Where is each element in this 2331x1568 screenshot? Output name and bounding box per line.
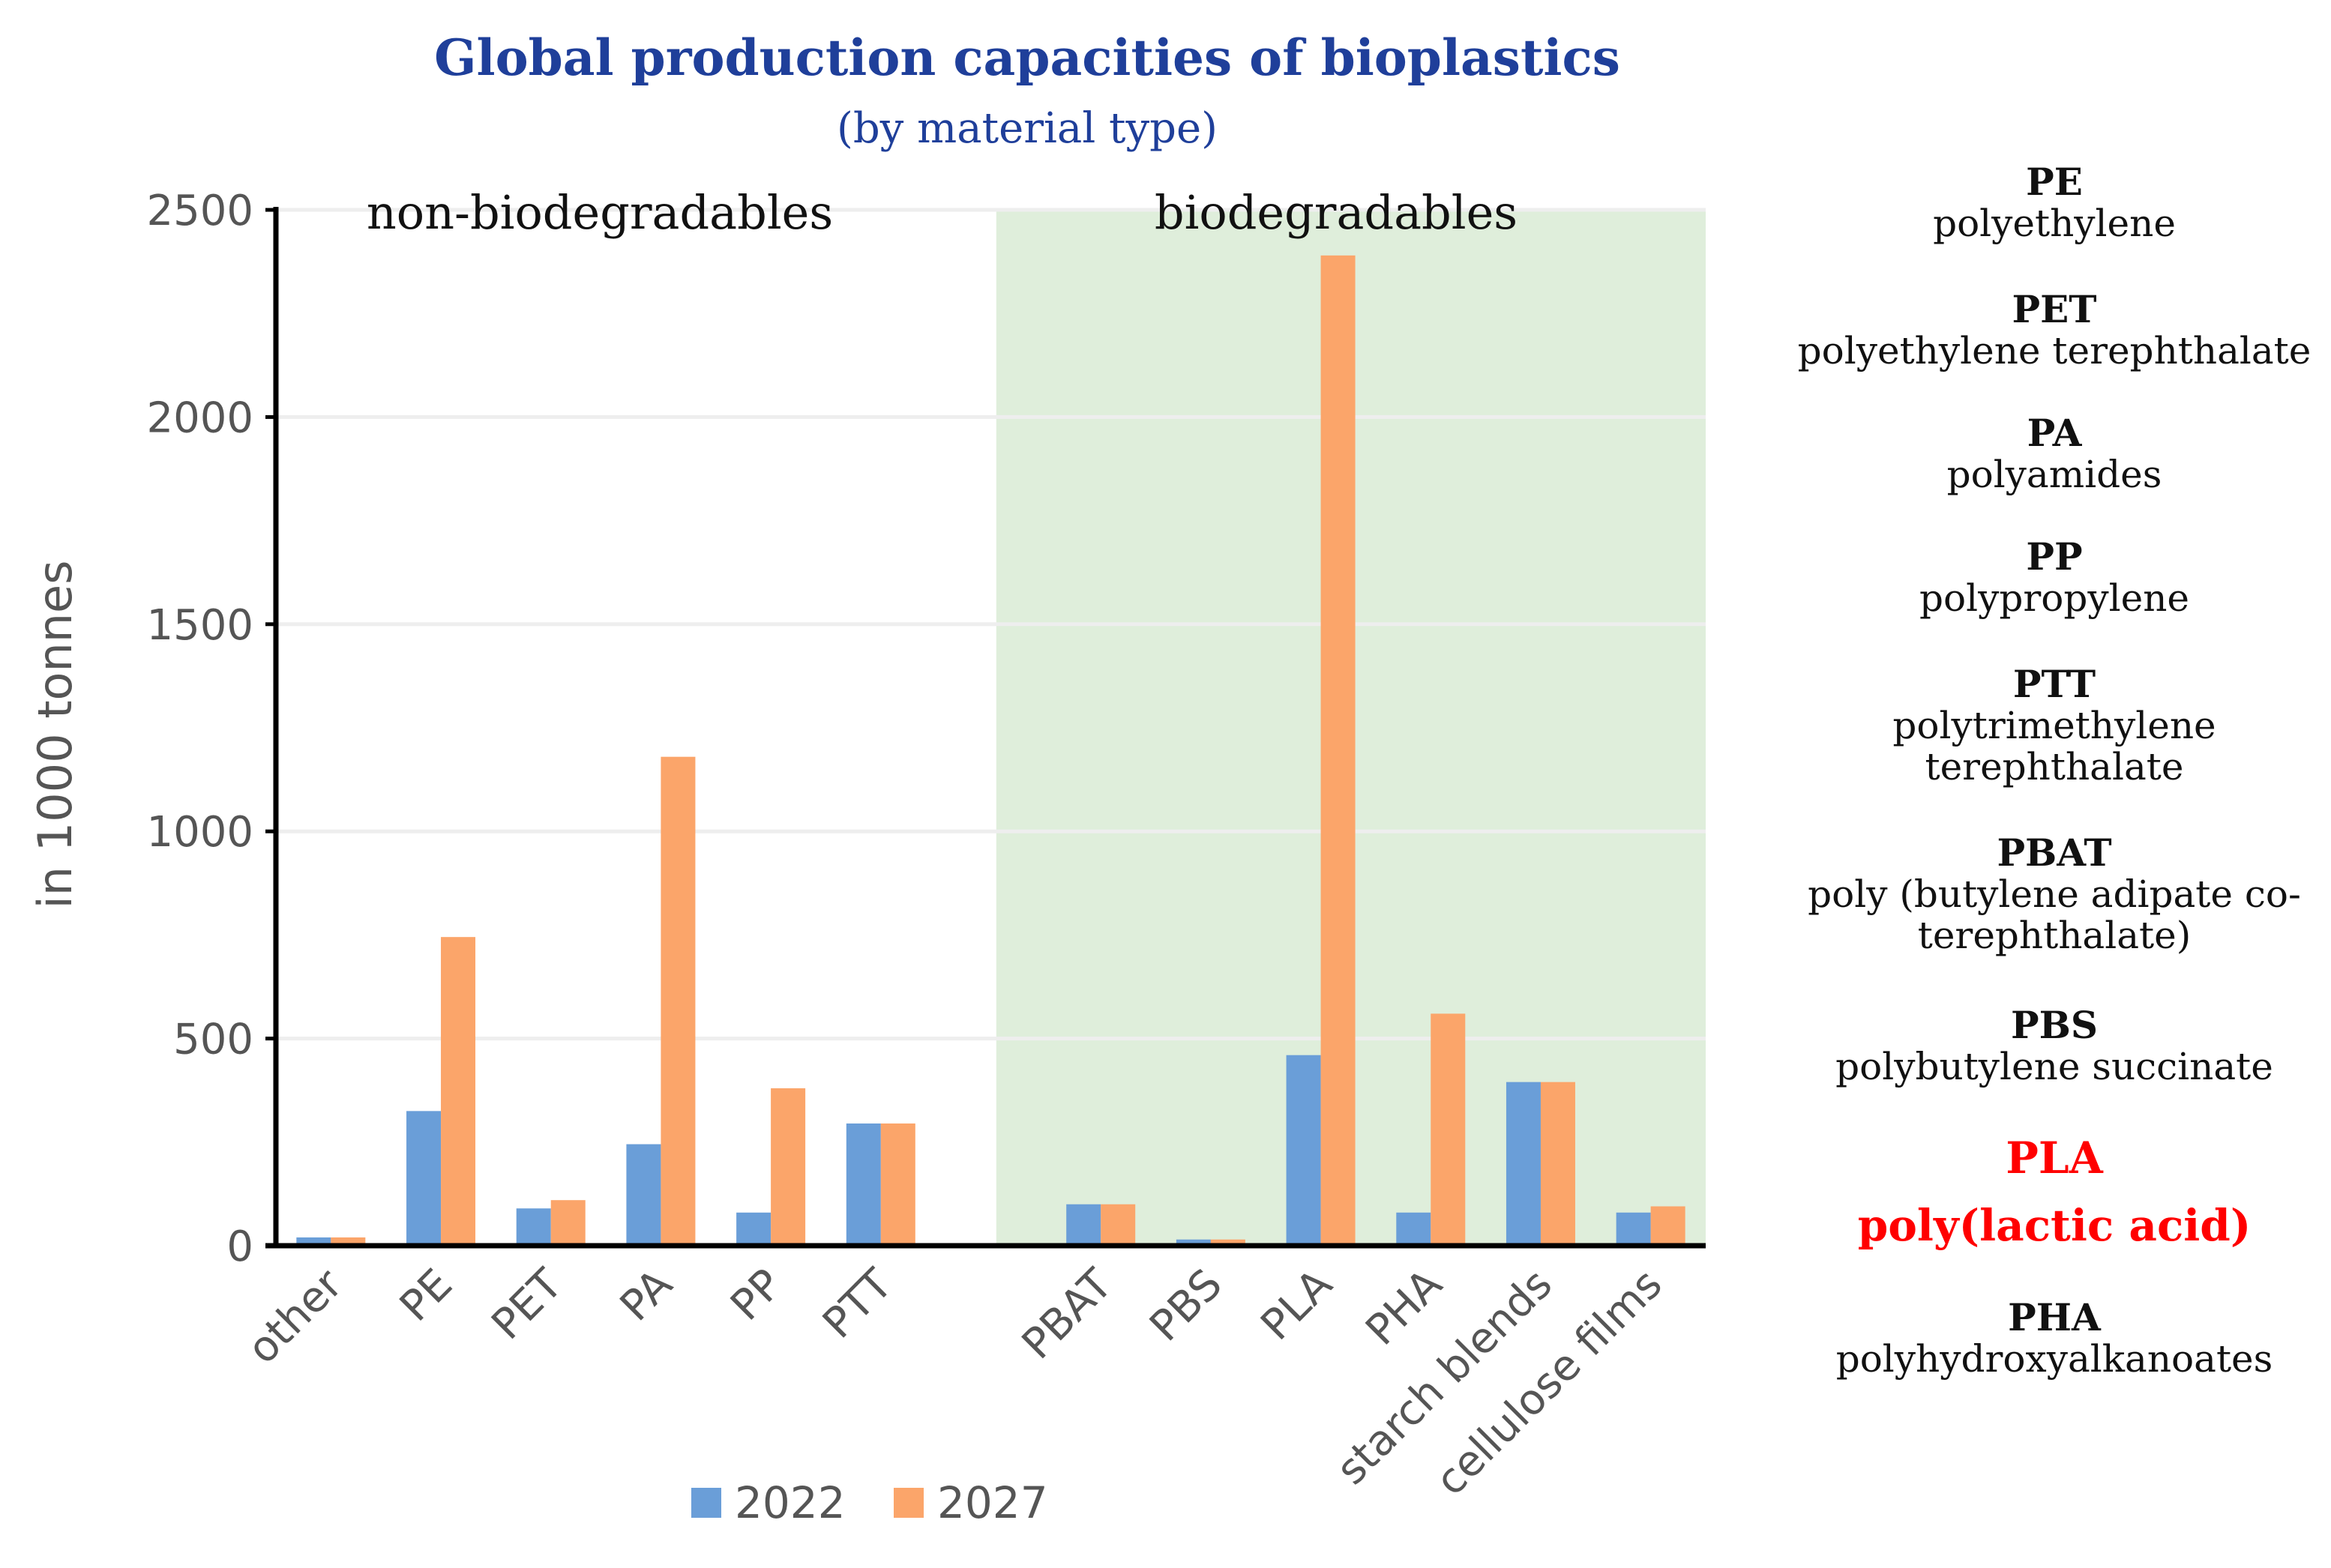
bar-2022-starch-blends bbox=[1506, 1082, 1541, 1246]
category-label: PE bbox=[391, 1260, 462, 1331]
axes bbox=[265, 207, 1706, 1249]
category-label: PP bbox=[721, 1260, 792, 1330]
glossary-entry-pla: PLA poly(lactic acid) bbox=[1858, 1133, 2252, 1251]
glossary-abbr: PE bbox=[2026, 160, 2083, 204]
bar-2022-PE bbox=[406, 1111, 442, 1246]
bar-2027-cellulose-films bbox=[1650, 1206, 1685, 1246]
y-tick-label: 1500 bbox=[146, 601, 253, 650]
bar-2022-PET bbox=[516, 1208, 551, 1246]
bar-2027-PLA bbox=[1320, 255, 1356, 1246]
glossary-full-name: polytrimethylene bbox=[1892, 704, 2216, 747]
glossary-full-name: polypropylene bbox=[1919, 576, 2189, 620]
y-tick-label: 2000 bbox=[146, 393, 253, 442]
glossary-full-name: poly (butylene adipate co- bbox=[1808, 872, 2301, 916]
region-label-biodegradables: biodegradables bbox=[1155, 185, 1518, 240]
category-label: PTT bbox=[813, 1259, 902, 1348]
bar-2022-PBS bbox=[1176, 1239, 1211, 1246]
bar-2027-PTT bbox=[880, 1123, 915, 1246]
bar-2027-PP bbox=[771, 1088, 806, 1246]
bar-2022-PHA bbox=[1396, 1212, 1431, 1246]
category-label: PHA bbox=[1356, 1260, 1452, 1355]
bar-2022-PA bbox=[626, 1144, 661, 1246]
bar-2022-PBAT bbox=[1066, 1204, 1101, 1246]
legend-label-2022: 2022 bbox=[735, 1477, 846, 1528]
y-axis-label: in 1000 tonnes bbox=[28, 561, 82, 909]
glossary-abbr: PET bbox=[2012, 287, 2097, 331]
y-tick-label: 2500 bbox=[146, 187, 253, 235]
bar-2027-PE bbox=[441, 937, 476, 1246]
glossary-abbr: PTT bbox=[2013, 662, 2096, 706]
bar-2027-PET bbox=[550, 1200, 586, 1246]
glossary-abbr: PLA bbox=[2006, 1133, 2103, 1183]
chart-subtitle: (by material type) bbox=[837, 104, 1218, 153]
glossary-abbr: PP bbox=[2026, 534, 2082, 579]
bar-2027-PA bbox=[661, 756, 696, 1246]
gridlines bbox=[265, 208, 1706, 1248]
category-label: PET bbox=[483, 1259, 573, 1349]
category-label: PLA bbox=[1252, 1260, 1342, 1350]
bar-2027-starch-blends bbox=[1540, 1082, 1575, 1246]
category-label: PA bbox=[611, 1260, 682, 1330]
y-tick-label: 500 bbox=[173, 1016, 253, 1064]
bar-2022-PTT bbox=[846, 1123, 881, 1246]
bar-2027-PBAT bbox=[1101, 1204, 1136, 1246]
glossary-abbr: PBS bbox=[2011, 1003, 2098, 1047]
bar-2022-PP bbox=[736, 1212, 772, 1246]
glossary-abbr: PHA bbox=[2008, 1295, 2102, 1339]
category-label: PBS bbox=[1140, 1260, 1231, 1351]
glossary-full-name: polyamides bbox=[1947, 453, 2162, 496]
glossary-full-name: polyethylene terephthalate bbox=[1798, 329, 2312, 373]
glossary-abbr: PBAT bbox=[1997, 830, 2111, 875]
chart-title: Global production capacities of bioplast… bbox=[434, 28, 1620, 87]
bar-2022-PLA bbox=[1286, 1055, 1321, 1246]
bar-2022-cellulose-films bbox=[1616, 1212, 1651, 1246]
y-tick-label: 0 bbox=[226, 1222, 253, 1271]
glossary-full-name: terephthalate) bbox=[1918, 914, 2191, 957]
glossary-full-name: polybutylene succinate bbox=[1835, 1045, 2273, 1088]
category-label: other bbox=[238, 1259, 352, 1373]
legend-swatch-2027 bbox=[894, 1488, 924, 1518]
bar-2022-other bbox=[296, 1237, 331, 1246]
category-label: PBAT bbox=[1013, 1259, 1122, 1369]
bar-2027-other bbox=[331, 1237, 366, 1246]
y-tick-labels: 0 500 1000 1500 2000 2500 bbox=[146, 187, 253, 1271]
legend-swatch-2022 bbox=[691, 1488, 721, 1518]
bars bbox=[296, 255, 1685, 1246]
glossary-abbr: PA bbox=[2027, 411, 2083, 455]
legend-label-2027: 2027 bbox=[937, 1477, 1048, 1528]
bar-2027-PBS bbox=[1210, 1239, 1245, 1246]
legend: 2022 2027 bbox=[691, 1477, 1048, 1528]
glossary-full-name: terephthalate bbox=[1925, 745, 2184, 788]
y-tick-label: 1000 bbox=[146, 808, 253, 857]
glossary-full-name: polyhydroxyalkanoates bbox=[1836, 1337, 2273, 1381]
bar-2027-PHA bbox=[1431, 1013, 1466, 1246]
glossary-full-name: poly(lactic acid) bbox=[1858, 1200, 2252, 1251]
region-label-non-biodegradables: non-biodegradables bbox=[367, 185, 833, 240]
glossary-full-name: polyethylene bbox=[1933, 202, 2176, 245]
